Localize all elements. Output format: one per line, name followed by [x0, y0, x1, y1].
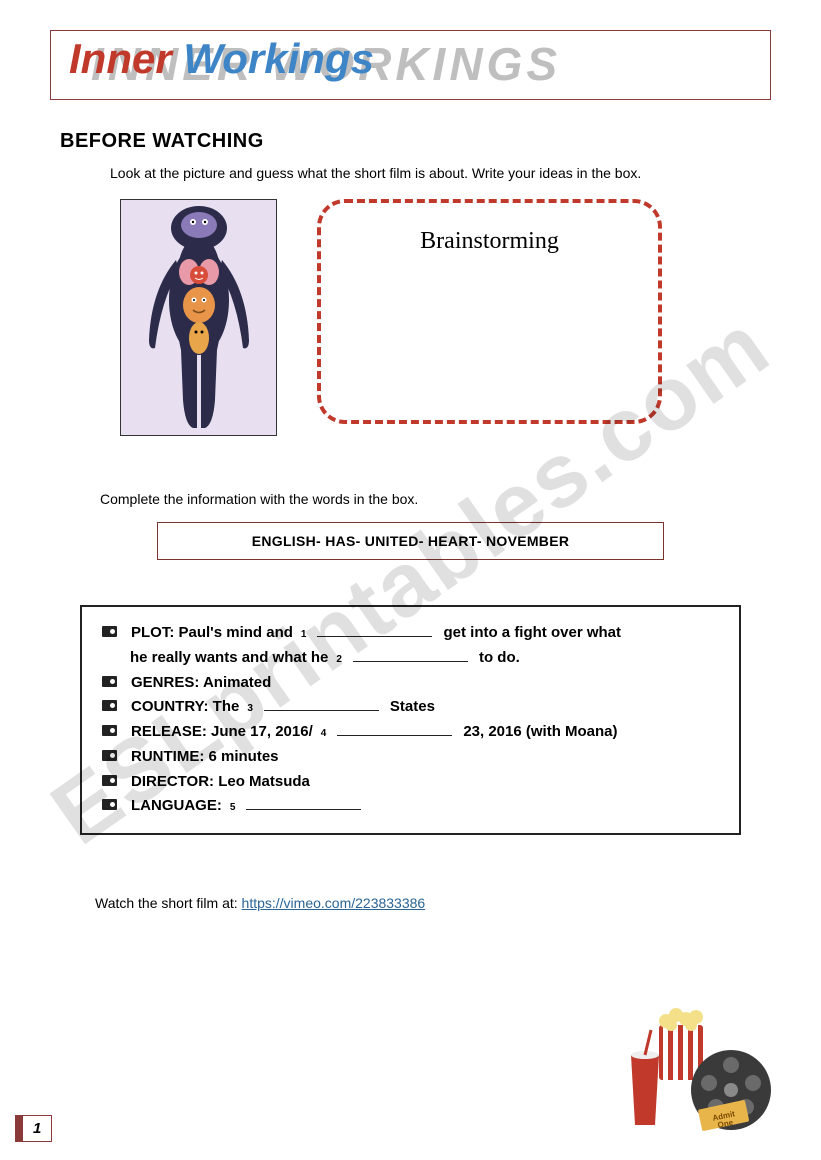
info-row-runtime: RUNTIME: 6 minutes — [102, 745, 719, 770]
character-image-frame — [120, 199, 277, 436]
picture-row: Brainstorming — [120, 199, 781, 436]
blank-sup-2: 2 — [336, 652, 342, 669]
camera-icon — [102, 725, 117, 736]
cinema-graphic: Admit One — [621, 1005, 781, 1135]
camera-icon — [102, 775, 117, 786]
section-heading: BEFORE WATCHING — [60, 130, 781, 153]
brainstorm-label: Brainstorming — [420, 228, 559, 255]
camera-icon — [102, 750, 117, 761]
blank-1[interactable] — [317, 636, 432, 637]
info-row-plot2: he really wants and what he 2 to do. — [102, 646, 719, 671]
plot-text-b: get into a fight over what — [443, 621, 621, 646]
blank-5[interactable] — [246, 809, 361, 810]
runtime-text: RUNTIME: 6 minutes — [131, 745, 279, 770]
character-svg — [121, 200, 276, 435]
camera-icon — [102, 676, 117, 687]
info-box: PLOT: Paul's mind and 1 get into a fight… — [80, 605, 741, 835]
instruction-1: Look at the picture and guess what the s… — [110, 163, 781, 184]
title-word2: Workings — [183, 35, 374, 82]
page-number-box: 1 — [15, 1115, 52, 1142]
watch-row: Watch the short film at: https://vimeo.c… — [95, 895, 781, 911]
video-link[interactable]: https://vimeo.com/223833386 — [242, 895, 426, 911]
word-box: ENGLISH- HAS- UNITED- HEART- NOVEMBER — [157, 522, 664, 560]
info-row-plot: PLOT: Paul's mind and 1 get into a fight… — [102, 621, 719, 646]
info-row-director: DIRECTOR: Leo Matsuda — [102, 770, 719, 795]
country-text-b: States — [390, 695, 435, 720]
plot-text-a: PLOT: Paul's mind and — [131, 621, 293, 646]
release-text-a: RELEASE: June 17, 2016/ — [131, 720, 313, 745]
page-number-bar — [15, 1115, 23, 1142]
blank-sup-1: 1 — [301, 627, 307, 644]
genres-text: GENRES: Animated — [131, 671, 271, 696]
brainstorm-box[interactable]: Brainstorming — [317, 199, 662, 424]
blank-sup-5: 5 — [230, 800, 236, 817]
director-text: DIRECTOR: Leo Matsuda — [131, 770, 310, 795]
info-row-language: LANGUAGE: 5 — [102, 794, 719, 819]
release-text-b: 23, 2016 (with Moana) — [463, 720, 617, 745]
page-number: 1 — [23, 1115, 52, 1142]
camera-icon — [102, 626, 117, 637]
blank-sup-4: 4 — [321, 726, 327, 743]
language-text: LANGUAGE: — [131, 794, 222, 819]
blank-2[interactable] — [353, 661, 468, 662]
blank-3[interactable] — [264, 710, 379, 711]
info-row-country: COUNTRY: The 3 States — [102, 695, 719, 720]
plot-text-c: he really wants and what he — [130, 646, 328, 671]
title-word1: Inner — [69, 35, 172, 82]
blank-sup-3: 3 — [247, 701, 253, 718]
info-row-release: RELEASE: June 17, 2016/ 4 23, 2016 (with… — [102, 720, 719, 745]
title-main: Inner Workings — [69, 35, 374, 83]
camera-icon — [102, 799, 117, 810]
watch-prefix: Watch the short film at: — [95, 895, 242, 911]
info-row-genres: GENRES: Animated — [102, 671, 719, 696]
blank-4[interactable] — [337, 735, 452, 736]
camera-icon — [102, 700, 117, 711]
plot-text-d: to do. — [479, 646, 520, 671]
country-text-a: COUNTRY: The — [131, 695, 239, 720]
title-box: INNER WORKINGS Inner Workings — [50, 30, 771, 100]
instruction-2: Complete the information with the words … — [100, 491, 781, 507]
